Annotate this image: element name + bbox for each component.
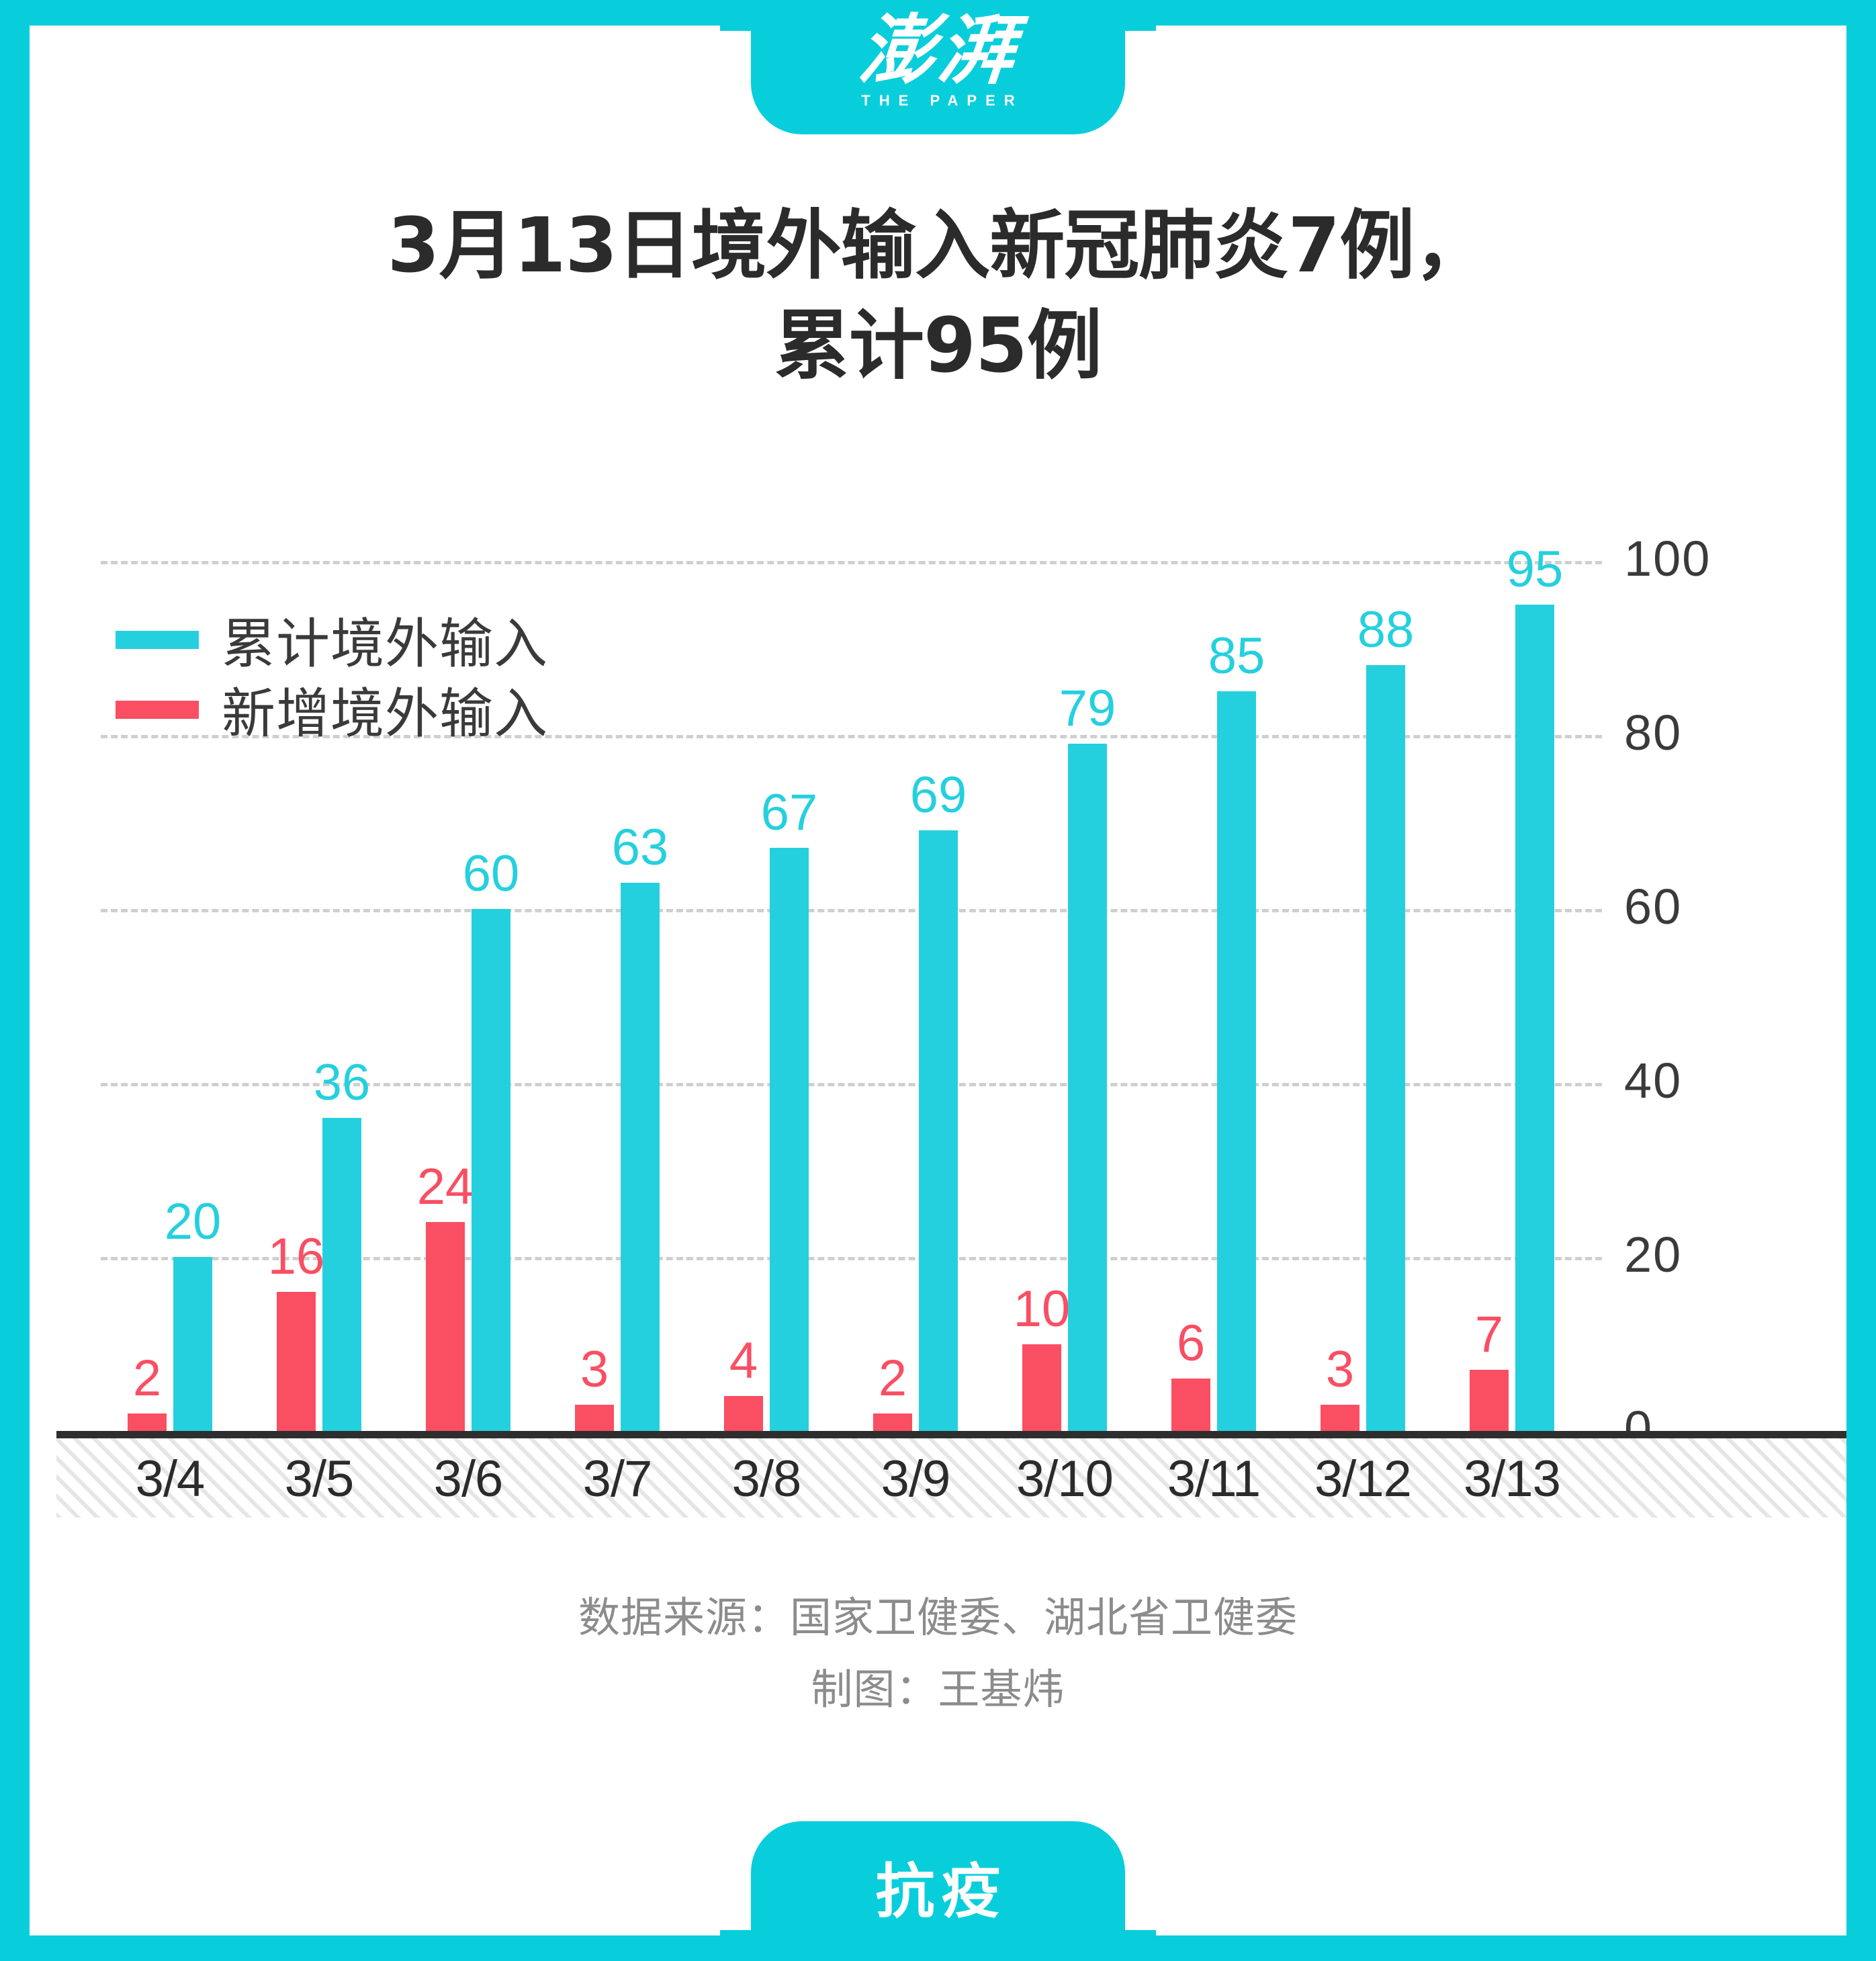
bar-new-3-7[interactable] — [575, 1405, 614, 1431]
chart-credit-text: 制图：王基炜 — [811, 1664, 1065, 1714]
bar-value-cum-3-11: 85 — [1208, 627, 1265, 685]
bar-value-new-3-9: 2 — [878, 1350, 907, 1407]
bottom-category-tab: 抗疫 — [720, 1821, 1156, 1961]
gridline-100 — [101, 561, 1602, 564]
y-axis-tick-40: 40 — [1624, 1053, 1683, 1108]
page-title-line-2: 累计95例 — [774, 302, 1102, 390]
bar-cum-3-9[interactable] — [919, 830, 958, 1431]
bar-value-new-3-7: 3 — [580, 1341, 609, 1399]
y-axis-tick-20: 20 — [1624, 1227, 1683, 1282]
bar-new-3-9[interactable] — [873, 1413, 912, 1431]
x-axis-tick-3-9: 3/9 — [881, 1450, 951, 1508]
page-title-line-1: 3月13日境外输入新冠肺炎7例， — [387, 202, 1490, 290]
x-axis-tick-3-6: 3/6 — [433, 1450, 504, 1508]
brand-logo-cn-text: 澎湃 — [855, 5, 1021, 95]
bar-group-3-13[interactable]: 7 95 — [1470, 543, 1563, 1961]
bar-group-3-7[interactable]: 3 63 — [575, 822, 668, 1961]
bar-group-3-6[interactable]: 24 60 — [417, 848, 519, 1961]
bar-group-3-10[interactable]: 10 79 — [1014, 683, 1116, 1961]
legend-swatch-cumulative-icon — [116, 630, 199, 649]
bar-value-new-3-13: 7 — [1474, 1306, 1504, 1364]
gridline-60 — [101, 909, 1602, 912]
bar-value-new-3-12: 3 — [1325, 1341, 1355, 1399]
bar-cum-3-4[interactable] — [173, 1257, 212, 1431]
gridline-20 — [101, 1257, 1602, 1260]
legend-label-cumulative: 累计境外输入 — [222, 613, 548, 675]
bar-group-3-12[interactable]: 3 88 — [1321, 605, 1414, 1961]
bar-group-3-11[interactable]: 6 85 — [1171, 631, 1265, 1961]
bar-value-cum-3-6: 60 — [462, 845, 520, 902]
bar-value-new-3-10: 10 — [1013, 1280, 1071, 1338]
chart-legend: 累计境外输入 新增境外输入 — [116, 605, 548, 745]
brand-logo-tab: 澎湃 THE PAPER — [720, 0, 1156, 134]
brand-logo-en-text: THE PAPER — [861, 92, 1024, 109]
legend-swatch-new-icon — [116, 700, 199, 719]
x-axis-tick-3-5: 3/5 — [284, 1450, 355, 1508]
chart-x-axis-hatch-band — [56, 1438, 1846, 1518]
bar-group-3-8[interactable]: 4 67 — [724, 787, 817, 1961]
bar-value-new-3-5: 16 — [267, 1227, 325, 1285]
bar-value-cum-3-8: 67 — [760, 784, 818, 842]
bar-new-3-6[interactable] — [426, 1222, 465, 1431]
bar-value-cum-3-7: 63 — [611, 819, 669, 877]
bar-value-new-3-4: 2 — [132, 1350, 162, 1407]
bar-value-new-3-8: 4 — [729, 1332, 758, 1390]
x-axis-tick-3-13: 3/13 — [1464, 1450, 1561, 1508]
bar-value-cum-3-5: 36 — [313, 1053, 371, 1111]
gridline-40 — [101, 1083, 1602, 1086]
data-source-text: 数据来源：国家卫健委、湖北省卫健委 — [578, 1593, 1298, 1642]
bar-value-new-3-6: 24 — [416, 1158, 474, 1216]
x-axis-tick-3-10: 3/10 — [1016, 1450, 1114, 1508]
bar-group-3-4[interactable]: 2 20 — [128, 1088, 221, 1961]
bar-cum-3-12[interactable] — [1366, 665, 1405, 1431]
bar-cum-3-7[interactable] — [621, 883, 660, 1431]
bar-new-3-13[interactable] — [1470, 1370, 1509, 1431]
x-axis-tick-3-12: 3/12 — [1314, 1450, 1412, 1508]
bar-new-3-11[interactable] — [1171, 1379, 1210, 1431]
bar-group-3-9[interactable]: 2 69 — [873, 770, 967, 1961]
page-title: 3月13日境外输入新冠肺炎7例， 累计95例 — [0, 196, 1876, 396]
y-axis-tick-100: 100 — [1624, 531, 1711, 586]
y-axis-tick-60: 60 — [1624, 879, 1683, 934]
bar-group-3-5[interactable]: 16 36 — [268, 1057, 370, 1961]
legend-item-new: 新增境外输入 — [116, 674, 548, 745]
legend-label-new: 新增境外输入 — [222, 683, 548, 745]
bar-value-new-3-11: 6 — [1176, 1315, 1206, 1372]
chart-x-axis-line — [56, 1431, 1846, 1438]
bar-new-3-4[interactable] — [128, 1413, 167, 1431]
x-axis-tick-3-7: 3/7 — [582, 1450, 653, 1508]
bar-new-3-5[interactable] — [277, 1291, 316, 1431]
legend-item-cumulative: 累计境外输入 — [116, 605, 548, 675]
x-axis-tick-3-4: 3/4 — [135, 1450, 206, 1508]
brand-logo: 澎湃 THE PAPER — [751, 5, 1125, 110]
bar-cum-3-13[interactable] — [1515, 604, 1554, 1431]
bar-new-3-10[interactable] — [1022, 1344, 1061, 1431]
bar-value-cum-3-9: 69 — [909, 767, 967, 824]
x-axis-tick-3-11: 3/11 — [1167, 1450, 1261, 1508]
bottom-category-label: 抗疫 — [875, 1857, 1008, 1926]
bar-new-3-8[interactable] — [724, 1396, 763, 1431]
gridline-80 — [101, 735, 1602, 738]
bar-new-3-12[interactable] — [1321, 1405, 1359, 1431]
bar-value-cum-3-10: 79 — [1059, 679, 1116, 737]
bar-cum-3-11[interactable] — [1217, 691, 1256, 1431]
bar-cum-3-5[interactable] — [322, 1117, 361, 1431]
bar-value-cum-3-4: 20 — [164, 1193, 222, 1250]
y-axis-tick-80: 80 — [1624, 705, 1683, 760]
x-axis-tick-3-8: 3/8 — [731, 1450, 802, 1508]
bar-cum-3-8[interactable] — [770, 848, 809, 1431]
bar-cum-3-10[interactable] — [1068, 743, 1107, 1431]
bar-value-cum-3-12: 88 — [1357, 601, 1415, 659]
bar-cum-3-6[interactable] — [472, 909, 510, 1431]
footer-notes: 数据来源：国家卫健委、湖北省卫健委 制图：王基炜 — [0, 1582, 1876, 1725]
bar-value-cum-3-13: 95 — [1506, 540, 1564, 598]
